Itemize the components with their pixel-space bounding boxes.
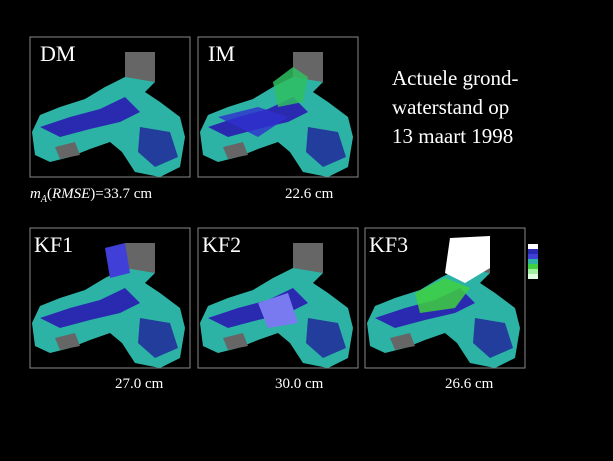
caption-part: RMSE bbox=[51, 186, 90, 202]
panel-label: KF2 bbox=[202, 232, 241, 257]
panel-label: DM bbox=[40, 41, 75, 66]
caption-part: m bbox=[30, 186, 41, 202]
slide: DM IM KF1 KF2 KF3 mA(RMSE)=33.7 cm 22.6 bbox=[0, 0, 613, 461]
colorbar bbox=[528, 244, 538, 279]
panel-caption: 30.0 cm bbox=[275, 376, 324, 392]
caption-part: )=33.7 cm bbox=[90, 186, 152, 202]
panel-caption: 27.0 cm bbox=[115, 376, 164, 392]
panel-caption: 22.6 cm bbox=[285, 186, 334, 202]
panel-caption: 26.6 cm bbox=[445, 376, 494, 392]
panel-label: KF3 bbox=[369, 232, 408, 257]
title-line: Actuele grond- bbox=[392, 66, 519, 90]
panel-label: KF1 bbox=[34, 232, 73, 257]
title-line: waterstand op bbox=[392, 95, 509, 119]
title-line: 13 maart 1998 bbox=[392, 124, 513, 148]
panel-label: IM bbox=[208, 41, 235, 66]
